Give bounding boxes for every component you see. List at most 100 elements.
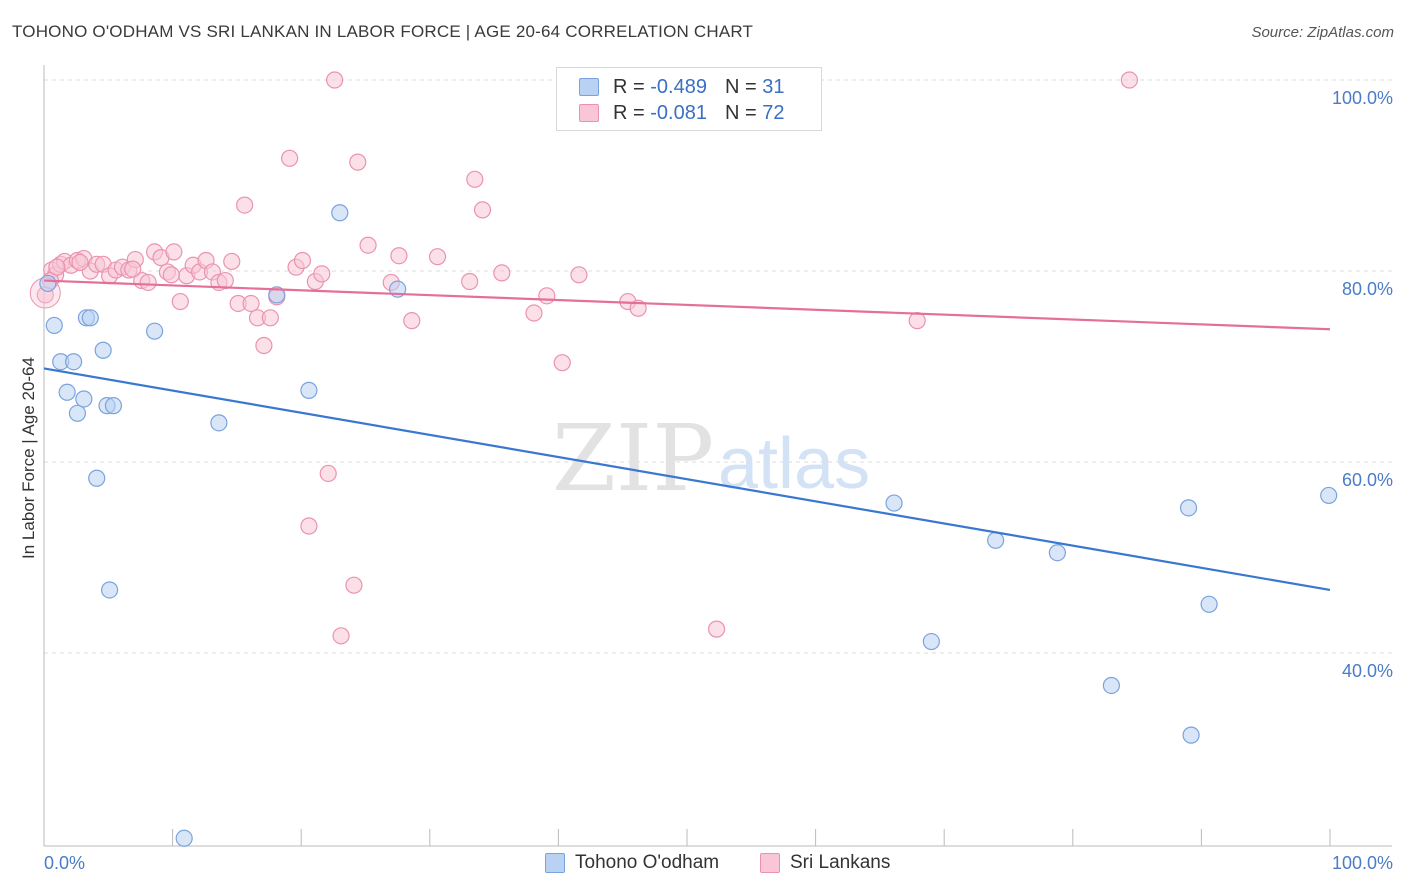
bottom-legend-label: Tohono O'odham bbox=[575, 852, 720, 873]
data-point bbox=[94, 341, 112, 359]
series-sri-lankans bbox=[29, 71, 1138, 645]
data-point bbox=[300, 381, 318, 399]
y-tick-label: 80.0% bbox=[1342, 279, 1393, 299]
data-point bbox=[293, 251, 312, 270]
data-point bbox=[261, 309, 279, 327]
data-point bbox=[1102, 676, 1120, 695]
data-point bbox=[171, 292, 189, 311]
data-point bbox=[1182, 726, 1200, 744]
stats-legend: R = -0.489 N = 31 R = -0.081 N = 72 bbox=[556, 67, 822, 131]
x-tick-label: 100.0% bbox=[1332, 853, 1393, 873]
legend-r-value: -0.081 bbox=[650, 101, 707, 124]
data-point bbox=[707, 620, 726, 638]
data-point bbox=[403, 312, 421, 330]
data-point bbox=[390, 247, 408, 265]
legend-swatch-blue bbox=[579, 78, 599, 96]
data-point bbox=[473, 201, 492, 219]
bottom-legend-tohono: Tohono O'odham bbox=[545, 852, 719, 874]
data-point bbox=[242, 294, 260, 313]
data-point bbox=[908, 312, 926, 330]
data-point bbox=[100, 581, 119, 599]
y-tick-label: 40.0% bbox=[1342, 661, 1393, 681]
data-point bbox=[570, 266, 588, 284]
data-point bbox=[124, 260, 142, 278]
trend-line-sri-lankans bbox=[43, 279, 1331, 331]
data-point bbox=[268, 286, 286, 304]
legend-n-value: 31 bbox=[762, 75, 785, 98]
legend-n-label: N = bbox=[724, 101, 757, 124]
data-point bbox=[885, 494, 903, 512]
data-point bbox=[139, 273, 157, 292]
data-point bbox=[359, 236, 377, 254]
data-point bbox=[553, 354, 571, 372]
data-point bbox=[165, 243, 183, 261]
legend-row-tohono: R = -0.489 N = 31 bbox=[579, 75, 784, 99]
data-point bbox=[493, 264, 511, 282]
grid-lines bbox=[44, 79, 1392, 654]
data-point bbox=[281, 149, 299, 167]
y-tick-labels: 100.0% 80.0% 60.0% 40.0% bbox=[1332, 88, 1393, 681]
data-point bbox=[104, 397, 123, 415]
data-point bbox=[345, 576, 363, 594]
legend-n-label: N = bbox=[724, 75, 757, 98]
data-point bbox=[45, 316, 63, 335]
trend-lines bbox=[43, 279, 1331, 592]
data-point bbox=[461, 272, 479, 291]
data-point bbox=[332, 627, 350, 645]
data-point bbox=[1120, 71, 1138, 89]
data-point bbox=[466, 170, 484, 188]
data-point bbox=[58, 383, 76, 401]
data-point bbox=[300, 517, 318, 535]
data-point bbox=[326, 71, 344, 89]
series-tohono-oodham bbox=[39, 71, 1338, 847]
x-tick-label: 0.0% bbox=[44, 853, 85, 873]
data-point bbox=[349, 153, 367, 171]
data-point bbox=[1320, 486, 1338, 505]
data-point bbox=[68, 404, 87, 422]
trend-line-tohono bbox=[43, 367, 1331, 592]
data-point bbox=[88, 469, 106, 487]
data-point bbox=[1048, 544, 1066, 562]
legend-r-label: R = bbox=[613, 75, 645, 98]
data-point bbox=[75, 390, 93, 408]
data-point bbox=[1200, 595, 1218, 613]
data-point bbox=[64, 353, 83, 371]
source-credit: Source: ZipAtlas.com bbox=[1251, 24, 1394, 41]
data-point bbox=[236, 196, 254, 214]
legend-r-label: R = bbox=[613, 101, 645, 124]
data-point bbox=[145, 322, 164, 340]
data-point bbox=[39, 274, 57, 293]
y-tick-label: 100.0% bbox=[1332, 88, 1393, 108]
data-point bbox=[987, 531, 1005, 549]
watermark-atlas: atlas bbox=[718, 424, 870, 504]
y-axis-label: In Labor Force | Age 20-64 bbox=[19, 357, 38, 559]
data-point bbox=[175, 829, 193, 847]
legend-r-value: -0.489 bbox=[650, 75, 707, 98]
bottom-legend-swatch-pink bbox=[760, 853, 780, 873]
data-point bbox=[210, 414, 228, 432]
data-point bbox=[216, 271, 234, 290]
legend-n-value: 72 bbox=[762, 101, 785, 124]
data-point bbox=[223, 252, 241, 271]
y-tick-label: 60.0% bbox=[1342, 470, 1393, 490]
data-point bbox=[538, 287, 556, 305]
data-point bbox=[319, 464, 337, 483]
data-point bbox=[428, 248, 447, 266]
bottom-legend-swatch-blue bbox=[545, 853, 565, 873]
bottom-legend-label: Sri Lankans bbox=[790, 852, 891, 873]
axes bbox=[43, 65, 1392, 847]
data-point bbox=[313, 265, 331, 283]
data-point bbox=[922, 632, 940, 651]
data-point bbox=[1179, 499, 1198, 517]
watermark-zip: ZIP bbox=[552, 405, 714, 512]
bottom-legend-sri-lankans: Sri Lankans bbox=[760, 852, 890, 874]
data-point bbox=[48, 258, 66, 276]
data-point bbox=[331, 204, 349, 222]
x-tick-labels: 0.0% 100.0% bbox=[44, 853, 1393, 873]
legend-swatch-pink bbox=[579, 104, 599, 122]
legend-row-sri-lankans: R = -0.081 N = 72 bbox=[579, 101, 784, 125]
data-point bbox=[71, 253, 89, 272]
data-point bbox=[162, 266, 180, 284]
chart-title: TOHONO O'ODHAM VS SRI LANKAN IN LABOR FO… bbox=[12, 22, 754, 41]
